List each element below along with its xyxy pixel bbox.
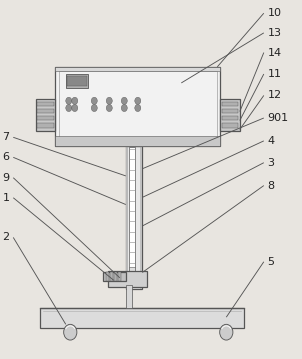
Bar [37, 109, 54, 113]
Circle shape [91, 104, 97, 112]
Bar [103, 272, 126, 281]
Bar [40, 308, 244, 328]
Bar [106, 272, 109, 281]
Circle shape [106, 104, 112, 112]
Text: 14: 14 [267, 47, 281, 57]
Bar [118, 272, 121, 281]
Text: 6: 6 [3, 152, 10, 162]
Text: 10: 10 [267, 8, 281, 18]
Bar [55, 135, 220, 145]
Circle shape [220, 324, 233, 340]
Bar [126, 285, 132, 308]
Text: 7: 7 [2, 132, 10, 142]
Circle shape [72, 97, 78, 104]
Text: 12: 12 [267, 90, 281, 101]
Text: 5: 5 [267, 257, 275, 267]
Bar [55, 67, 220, 71]
Text: 8: 8 [267, 181, 275, 191]
Bar [114, 272, 117, 281]
Text: 9: 9 [2, 173, 10, 183]
Circle shape [91, 97, 97, 104]
Bar [110, 272, 113, 281]
Circle shape [66, 97, 72, 104]
Text: 2: 2 [2, 232, 10, 242]
Circle shape [106, 97, 112, 104]
Bar [222, 123, 238, 128]
Circle shape [64, 324, 77, 340]
Bar [222, 116, 238, 121]
Text: 4: 4 [267, 136, 275, 146]
Bar [59, 71, 217, 141]
Bar [220, 99, 240, 131]
Bar [126, 145, 142, 289]
Text: 1: 1 [3, 193, 10, 203]
Text: 901: 901 [267, 113, 288, 123]
Bar [140, 145, 142, 289]
Bar [129, 147, 135, 287]
Bar [129, 267, 135, 276]
Circle shape [135, 104, 141, 112]
Circle shape [66, 104, 72, 112]
Circle shape [121, 104, 127, 112]
Bar [37, 123, 54, 128]
Bar [222, 109, 238, 113]
Circle shape [121, 97, 127, 104]
Bar [67, 76, 87, 86]
Bar [37, 116, 54, 121]
Bar [66, 74, 88, 88]
Text: 3: 3 [267, 158, 275, 168]
Circle shape [72, 104, 78, 112]
Bar [126, 145, 127, 289]
Bar [36, 99, 55, 131]
Bar [108, 271, 147, 287]
Bar [222, 102, 238, 106]
Bar [55, 67, 220, 145]
Text: 11: 11 [267, 69, 281, 79]
Bar [37, 102, 54, 106]
Circle shape [135, 97, 141, 104]
Text: 13: 13 [267, 28, 281, 38]
